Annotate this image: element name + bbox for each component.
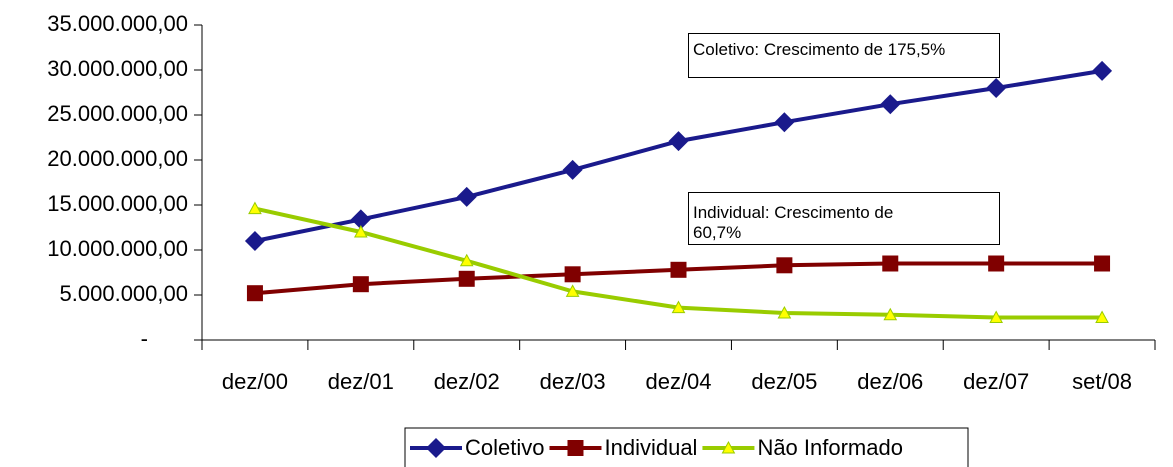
annotation: Coletivo: Crescimento de 175,5% xyxy=(688,33,1000,78)
marker xyxy=(246,285,263,302)
marker xyxy=(1095,310,1109,323)
marker xyxy=(459,253,474,267)
marker xyxy=(456,186,477,207)
marker xyxy=(721,440,736,454)
x-tick-label: dez/07 xyxy=(963,369,1029,394)
marker xyxy=(882,255,899,272)
marker xyxy=(567,440,584,456)
x-tick-label: dez/06 xyxy=(857,369,923,394)
marker xyxy=(989,310,1004,323)
marker xyxy=(777,305,792,319)
marker xyxy=(671,300,686,314)
x-tick-label: dez/05 xyxy=(751,369,817,394)
y-tick-label: 10.000.000,00 xyxy=(47,236,188,261)
marker xyxy=(426,438,446,458)
marker xyxy=(668,131,689,152)
legend-label: Não Informado xyxy=(757,435,903,460)
y-tick-label: 5.000.000,00 xyxy=(60,281,188,306)
y-tick-label: - xyxy=(141,326,148,351)
marker xyxy=(248,201,262,215)
marker xyxy=(883,307,898,321)
y-tick-label: 20.000.000,00 xyxy=(47,146,188,171)
marker xyxy=(880,94,901,115)
y-tick-label: 30.000.000,00 xyxy=(47,56,188,81)
marker xyxy=(458,270,475,287)
marker xyxy=(776,257,793,274)
marker xyxy=(986,78,1007,98)
marker xyxy=(562,159,583,180)
marker xyxy=(244,231,265,251)
marker xyxy=(1092,60,1113,81)
marker xyxy=(565,284,580,297)
legend-label: Individual xyxy=(604,435,697,460)
marker xyxy=(774,112,795,133)
marker xyxy=(564,266,581,283)
y-tick-label: 15.000.000,00 xyxy=(47,191,188,216)
legend-box xyxy=(404,427,969,467)
marker xyxy=(350,209,371,230)
legend-label: Coletivo xyxy=(465,435,544,460)
marker xyxy=(353,224,368,238)
marker xyxy=(988,255,1005,272)
x-tick-label: dez/04 xyxy=(645,369,711,394)
y-tick-label: 25.000.000,00 xyxy=(47,101,188,126)
x-tick-label: set/08 xyxy=(1072,369,1132,394)
marker xyxy=(1094,255,1111,272)
x-tick-label: dez/03 xyxy=(540,369,606,394)
annotation: Individual: Crescimento de 60,7% xyxy=(688,192,1000,245)
y-tick-label: 35.000.000,00 xyxy=(47,11,188,36)
x-tick-label: dez/01 xyxy=(328,369,394,394)
marker xyxy=(352,276,369,293)
x-tick-label: dez/02 xyxy=(434,369,500,394)
x-tick-label: dez/00 xyxy=(222,369,288,394)
marker xyxy=(670,261,687,278)
